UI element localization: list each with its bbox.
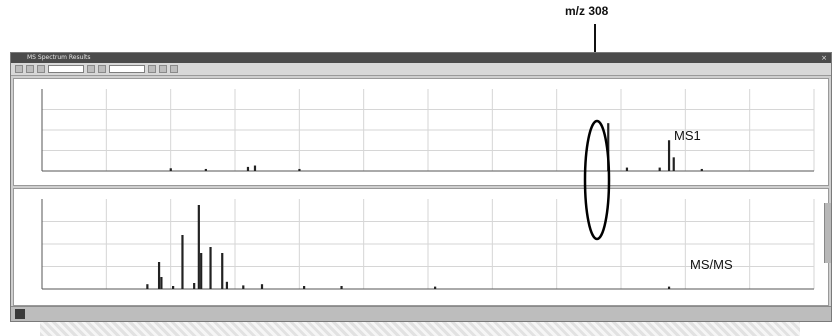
ms1-label: MS1 (674, 128, 701, 143)
msms-peak (225, 281, 229, 289)
window-title: MS Spectrum Results (27, 54, 91, 61)
toolbar-button[interactable] (159, 65, 167, 73)
msms-chart (41, 199, 815, 290)
msms-peak (197, 205, 200, 289)
ms1-peak (169, 168, 172, 171)
toolbar-button[interactable] (148, 65, 156, 73)
background-pattern (40, 322, 800, 336)
ms1-peak (658, 167, 661, 171)
window-titlebar[interactable]: MS Spectrum Results × (11, 53, 831, 63)
msms-peak (157, 262, 161, 289)
toolbar-button[interactable] (170, 65, 178, 73)
ms1-peak (700, 168, 703, 171)
msms-spectrum-pane[interactable] (13, 188, 829, 306)
msms-peak (667, 286, 671, 289)
msms-peak (200, 253, 203, 289)
ms1-peak (672, 157, 675, 171)
ms1-peak (298, 168, 301, 171)
vertical-scrollbar[interactable] (824, 203, 831, 263)
ms1-peak (246, 166, 250, 171)
ms1-chart (41, 89, 815, 172)
ms1-peak (625, 167, 629, 171)
mz-308-callout-label: m/z 308 (565, 4, 609, 18)
msms-peak (260, 284, 264, 289)
close-icon[interactable]: × (821, 54, 827, 62)
ms1-peak (253, 165, 257, 171)
msms-peak (221, 253, 224, 289)
toolbar (11, 63, 831, 76)
app-icon (15, 309, 25, 319)
msms-peak (303, 286, 306, 289)
msms-peak (340, 286, 343, 289)
spectrum-window: MS Spectrum Results × (10, 52, 832, 322)
toolbar-button[interactable] (37, 65, 45, 73)
msms-peak (434, 286, 437, 289)
msms-peak (146, 284, 149, 289)
msms-peak (172, 286, 175, 289)
msms-peak (181, 235, 184, 289)
msms-peak (242, 285, 245, 289)
msms-peak (209, 247, 212, 289)
toolbar-select[interactable] (48, 65, 84, 73)
msms-label: MS/MS (690, 257, 733, 272)
ms1-peak (204, 168, 207, 171)
toolbar-select[interactable] (109, 65, 145, 73)
toolbar-button[interactable] (98, 65, 106, 73)
ms1-peak (667, 140, 671, 171)
toolbar-button[interactable] (87, 65, 95, 73)
msms-peak (193, 283, 196, 289)
toolbar-button[interactable] (15, 65, 23, 73)
status-bar (11, 306, 831, 321)
highlight-ellipse (583, 119, 611, 241)
msms-peak (160, 277, 163, 289)
ms1-spectrum-pane[interactable] (13, 78, 829, 186)
toolbar-button[interactable] (26, 65, 34, 73)
